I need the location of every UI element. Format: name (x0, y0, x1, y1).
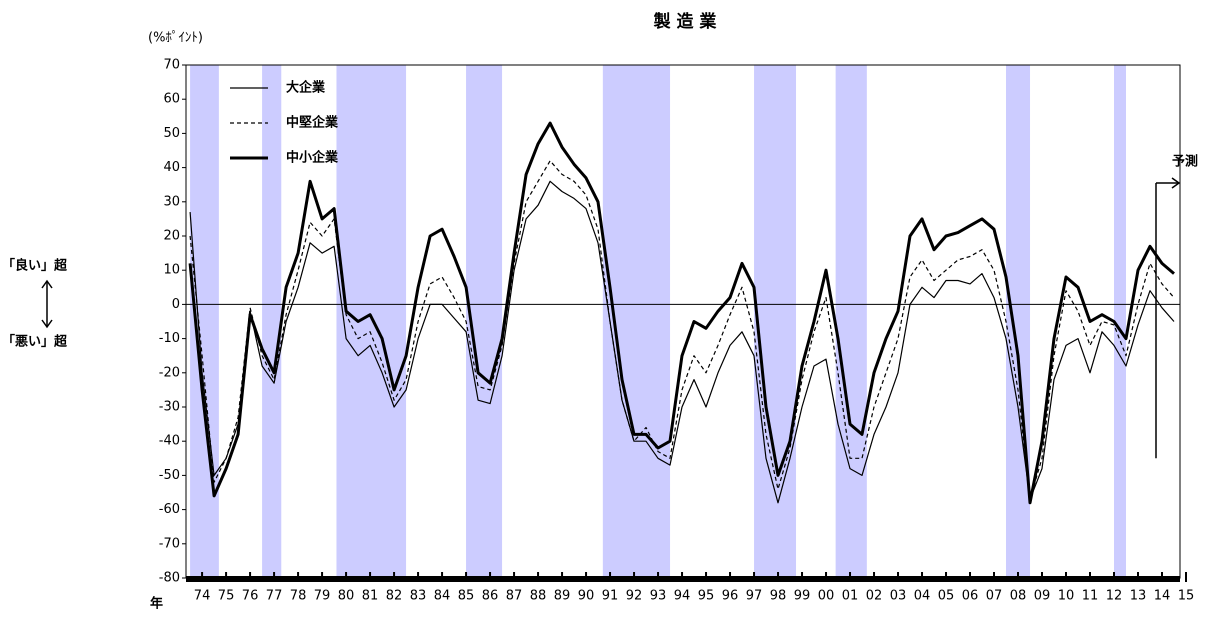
y-tick-label: -30 (159, 400, 180, 415)
x-tick-label: 14 (1154, 589, 1171, 604)
x-tick-label: 01 (842, 589, 859, 604)
y-tick-label: 70 (163, 58, 180, 73)
chart-title: 製 造 業 (653, 11, 717, 32)
x-tick-label: 91 (602, 589, 619, 604)
legend-label: 中小企業 (286, 150, 339, 166)
y-tick-label: 40 (163, 160, 180, 175)
x-tick-label: 74 (194, 589, 211, 604)
x-tick-label: 10 (1058, 589, 1075, 604)
series-line (189, 160, 1175, 500)
x-tick-label: 77 (266, 589, 283, 604)
x-tick-label: 03 (890, 589, 907, 604)
x-tick-label: 99 (794, 589, 811, 604)
x-tick-label: 98 (770, 589, 787, 604)
x-tick-label: 85 (458, 589, 475, 604)
series-line (188, 121, 1175, 505)
y-tick-label: 0 (172, 297, 180, 312)
x-tick-label: 87 (506, 589, 523, 604)
x-tick-label: 11 (1082, 589, 1099, 604)
x-tick-label: 89 (554, 589, 571, 604)
x-tick-label: 97 (746, 589, 763, 604)
x-tick-label: 76 (242, 589, 259, 604)
x-tick-label: 08 (1010, 589, 1027, 604)
shaded-period (262, 65, 282, 578)
legend-label: 大企業 (286, 80, 326, 96)
shaded-period (754, 65, 797, 578)
x-tick-label: 05 (938, 589, 955, 604)
y-tick-label: 60 (163, 92, 180, 107)
y-tick-label: -60 (159, 502, 180, 517)
x-tick-label: 82 (386, 589, 403, 604)
shaded-period (835, 65, 867, 578)
x-tick-label: 04 (914, 589, 931, 604)
lower-note: 「悪い」超 (2, 334, 68, 350)
y-tick-label: 50 (163, 126, 180, 141)
x-tick-label: 02 (866, 589, 883, 604)
shaded-period (1006, 65, 1031, 578)
x-tick-label: 86 (482, 589, 499, 604)
y-tick-label: -70 (159, 536, 180, 551)
x-tick-label: 00 (818, 589, 835, 604)
shaded-period (1114, 65, 1127, 578)
series-line (189, 180, 1175, 504)
upper-note: 「良い」超 (2, 258, 68, 274)
y-tick-label: -50 (159, 468, 180, 483)
x-tick-label: 09 (1034, 589, 1051, 604)
x-tick-label: 06 (962, 589, 979, 604)
x-tick-label: 78 (290, 589, 307, 604)
x-tick-label: 88 (530, 589, 547, 604)
x-tick-label: 81 (362, 589, 379, 604)
x-tick-label: 80 (338, 589, 355, 604)
x-tick-label: 07 (986, 589, 1003, 604)
forecast-arrow-head (1171, 177, 1181, 189)
y-tick-label: -40 (159, 434, 180, 449)
legend-label: 中堅企業 (286, 115, 339, 131)
shaded-period (336, 65, 407, 578)
shaded-period (602, 65, 671, 578)
x-tick-label: 90 (578, 589, 595, 604)
y-tick-label: 20 (163, 229, 180, 244)
forecast-label: 予測 (1172, 154, 1198, 170)
x-tick-label: 94 (674, 589, 691, 604)
note-arrow (41, 279, 53, 329)
x-tick-label: 96 (722, 589, 739, 604)
x-tick-label: 84 (434, 589, 451, 604)
x-tick-label: 83 (410, 589, 427, 604)
x-tick-label: 92 (626, 589, 643, 604)
y-tick-label: 10 (163, 263, 180, 278)
x-tick-label: 79 (314, 589, 331, 604)
x-tick-label: 12 (1106, 589, 1123, 604)
y-tick-label: -80 (159, 571, 180, 586)
x-tick-label: 75 (218, 589, 235, 604)
y-tick-label: 30 (163, 194, 180, 209)
y-tick-label: -20 (159, 365, 180, 380)
x-tick-label: 15 (1178, 589, 1195, 604)
x-unit: 年 (150, 596, 163, 612)
y-tick-label: -10 (159, 331, 180, 346)
x-tick-label: 95 (698, 589, 715, 604)
x-tick-label: 93 (650, 589, 667, 604)
y-unit: (%ﾎﾟｲﾝﾄ) (148, 31, 203, 46)
x-tick-label: 13 (1130, 589, 1147, 604)
